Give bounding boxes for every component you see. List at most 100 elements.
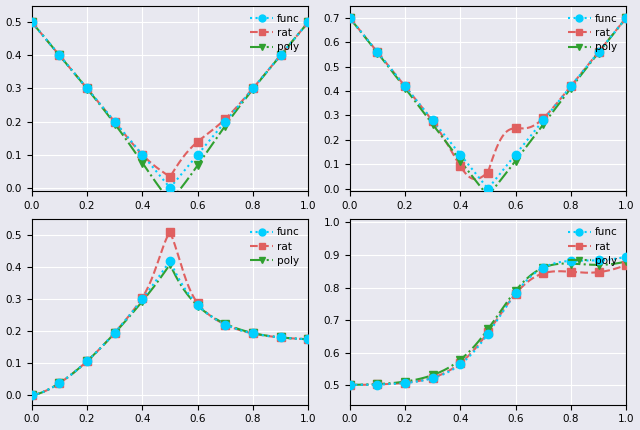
- func: [456, 362, 464, 367]
- func: [111, 119, 118, 124]
- poly: [456, 158, 464, 163]
- poly: [595, 50, 602, 55]
- func: [374, 382, 381, 387]
- poly: [56, 381, 63, 386]
- Line: poly: poly: [28, 18, 312, 206]
- rat: [194, 139, 202, 144]
- poly: [249, 86, 257, 92]
- poly: [194, 303, 202, 308]
- func: [540, 118, 547, 123]
- rat: [83, 86, 91, 91]
- rat: [166, 175, 174, 180]
- rat: [484, 170, 492, 175]
- func: [276, 335, 284, 340]
- rat: [221, 116, 229, 121]
- rat: [540, 116, 547, 121]
- rat: [138, 152, 146, 157]
- func: [221, 119, 229, 124]
- func: [305, 19, 312, 25]
- rat: [622, 15, 630, 20]
- Line: rat: rat: [346, 14, 630, 177]
- poly: [28, 19, 36, 25]
- rat: [595, 270, 602, 275]
- rat: [56, 53, 63, 58]
- Line: poly: poly: [28, 260, 312, 399]
- rat: [374, 49, 381, 55]
- rat: [111, 120, 118, 125]
- rat: [456, 163, 464, 169]
- func: [249, 331, 257, 336]
- poly: [221, 123, 229, 128]
- poly: [567, 261, 575, 266]
- rat: [83, 359, 91, 364]
- poly: [83, 359, 91, 364]
- func: [249, 86, 257, 91]
- poly: [484, 194, 492, 199]
- rat: [28, 19, 36, 25]
- rat: [138, 295, 146, 300]
- poly: [83, 86, 91, 91]
- poly: [512, 288, 520, 293]
- func: [56, 53, 63, 58]
- func: [401, 381, 409, 386]
- poly: [374, 50, 381, 55]
- func: [512, 152, 520, 157]
- func: [28, 19, 36, 25]
- poly: [346, 15, 353, 21]
- poly: [401, 86, 409, 91]
- func: [401, 83, 409, 89]
- rat: [194, 301, 202, 306]
- func: [567, 258, 575, 264]
- poly: [567, 86, 575, 91]
- Line: rat: rat: [346, 261, 630, 389]
- func: [622, 15, 630, 20]
- poly: [484, 327, 492, 332]
- func: [540, 265, 547, 270]
- rat: [374, 382, 381, 387]
- rat: [221, 322, 229, 327]
- poly: [138, 299, 146, 304]
- rat: [305, 337, 312, 342]
- poly: [305, 337, 312, 342]
- func: [166, 185, 174, 190]
- Legend: func, rat, poly: func, rat, poly: [565, 11, 621, 55]
- rat: [456, 360, 464, 366]
- func: [194, 302, 202, 307]
- func: [83, 86, 91, 91]
- func: [512, 291, 520, 296]
- rat: [484, 330, 492, 335]
- poly: [56, 53, 63, 58]
- func: [305, 337, 312, 342]
- func: [374, 49, 381, 55]
- func: [194, 152, 202, 157]
- poly: [166, 199, 174, 204]
- func: [595, 258, 602, 263]
- rat: [622, 262, 630, 267]
- poly: [622, 259, 630, 264]
- poly: [540, 265, 547, 270]
- func: [622, 254, 630, 259]
- rat: [567, 83, 575, 89]
- func: [221, 322, 229, 327]
- Line: poly: poly: [346, 257, 630, 389]
- poly: [429, 122, 436, 127]
- rat: [249, 331, 257, 336]
- rat: [595, 49, 602, 55]
- rat: [249, 86, 257, 91]
- rat: [276, 53, 284, 58]
- poly: [276, 53, 284, 58]
- poly: [456, 357, 464, 362]
- poly: [595, 262, 602, 267]
- rat: [56, 381, 63, 386]
- rat: [305, 19, 312, 25]
- poly: [346, 382, 353, 387]
- rat: [429, 119, 436, 124]
- func: [28, 393, 36, 398]
- rat: [346, 382, 353, 387]
- poly: [512, 158, 520, 163]
- func: [56, 381, 63, 386]
- func: [83, 359, 91, 364]
- rat: [567, 269, 575, 274]
- rat: [28, 393, 36, 398]
- Legend: func, rat, poly: func, rat, poly: [565, 224, 621, 269]
